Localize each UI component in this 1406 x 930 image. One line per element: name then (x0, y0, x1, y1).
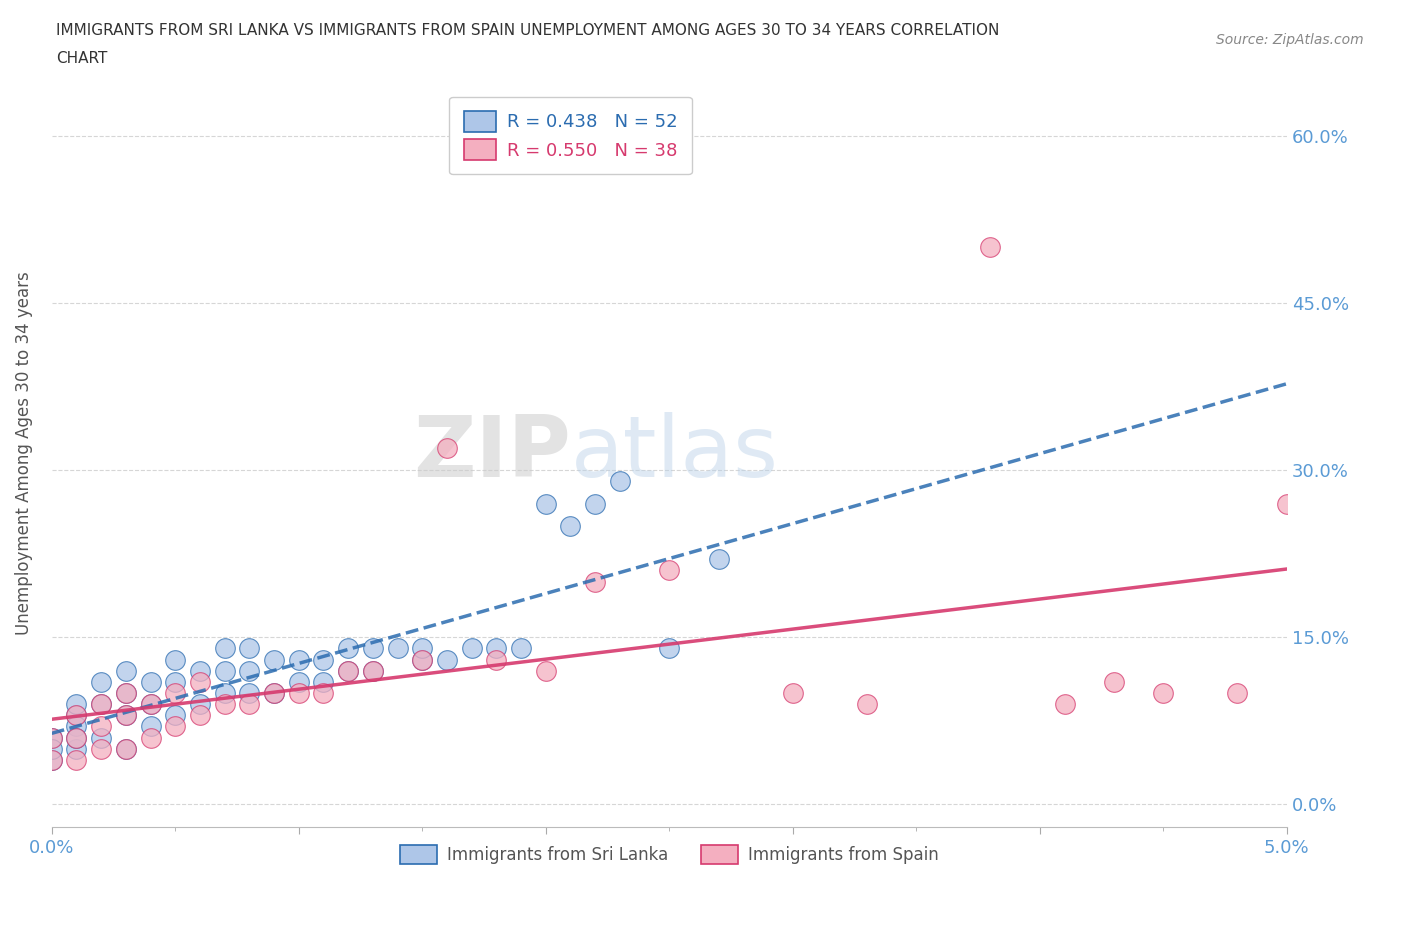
Point (411, 652, 433, 667)
Y-axis label: Unemployment Among Ages 30 to 34 years: Unemployment Among Ages 30 to 34 years (15, 272, 32, 635)
Point (1053, 697, 1076, 711)
Point (65, 730, 87, 745)
Point (90, 697, 112, 711)
Point (139, 697, 162, 711)
Point (41, 741, 63, 756)
Point (782, 685, 804, 700)
Point (90, 719, 112, 734)
Point (436, 652, 458, 667)
Point (287, 674, 309, 689)
Point (238, 697, 260, 711)
Point (485, 652, 508, 667)
Point (139, 719, 162, 734)
Point (165, 685, 187, 700)
Point (139, 697, 162, 711)
Point (90, 697, 112, 711)
Point (337, 663, 360, 678)
Point (1152, 685, 1174, 700)
Point (337, 663, 360, 678)
Point (263, 652, 285, 667)
Point (856, 697, 879, 711)
Point (165, 674, 187, 689)
Text: Source: ZipAtlas.com: Source: ZipAtlas.com (1216, 33, 1364, 46)
Point (361, 641, 384, 656)
Point (287, 685, 309, 700)
Point (41, 752, 63, 767)
Point (115, 741, 138, 756)
Point (460, 641, 482, 656)
Point (41, 730, 63, 745)
Point (165, 719, 187, 734)
Point (560, 518, 582, 533)
Text: IMMIGRANTS FROM SRI LANKA VS IMMIGRANTS FROM SPAIN UNEMPLOYMENT AMONG AGES 30 TO: IMMIGRANTS FROM SRI LANKA VS IMMIGRANTS … (56, 23, 1000, 38)
Point (1102, 674, 1125, 689)
Point (188, 674, 211, 689)
Point (337, 641, 360, 656)
Point (534, 663, 557, 678)
Point (188, 663, 211, 678)
Point (214, 663, 236, 678)
Point (41, 752, 63, 767)
Point (387, 641, 409, 656)
Point (979, 240, 1001, 255)
Point (707, 551, 730, 566)
Text: ZIP: ZIP (413, 412, 571, 495)
Point (90, 674, 112, 689)
Point (658, 563, 681, 578)
Point (41, 730, 63, 745)
Point (115, 708, 138, 723)
Point (312, 652, 335, 667)
Point (139, 674, 162, 689)
Point (658, 641, 681, 656)
Point (411, 652, 433, 667)
Point (90, 730, 112, 745)
Point (214, 641, 236, 656)
Point (583, 574, 606, 589)
Point (214, 697, 236, 711)
Point (115, 663, 138, 678)
Point (165, 652, 187, 667)
Point (115, 685, 138, 700)
Point (238, 641, 260, 656)
Point (65, 752, 87, 767)
Point (188, 697, 211, 711)
Point (65, 697, 87, 711)
Point (65, 708, 87, 723)
Text: atlas: atlas (571, 412, 779, 495)
Point (238, 685, 260, 700)
Point (485, 641, 508, 656)
Point (583, 496, 606, 511)
Point (65, 708, 87, 723)
Text: CHART: CHART (56, 51, 108, 66)
Point (1226, 685, 1249, 700)
Point (263, 685, 285, 700)
Point (65, 719, 87, 734)
Point (361, 663, 384, 678)
Point (214, 685, 236, 700)
Point (115, 741, 138, 756)
Point (238, 663, 260, 678)
Point (65, 741, 87, 756)
Point (263, 685, 285, 700)
Point (312, 685, 335, 700)
Point (287, 652, 309, 667)
Point (139, 730, 162, 745)
Point (165, 708, 187, 723)
Point (188, 708, 211, 723)
Point (361, 663, 384, 678)
Point (609, 473, 631, 488)
Point (65, 730, 87, 745)
Point (411, 641, 433, 656)
Legend: Immigrants from Sri Lanka, Immigrants from Spain: Immigrants from Sri Lanka, Immigrants fr… (394, 838, 945, 870)
Point (510, 641, 533, 656)
Point (436, 441, 458, 456)
Point (534, 496, 557, 511)
Point (312, 674, 335, 689)
Point (1275, 496, 1298, 511)
Point (115, 685, 138, 700)
Point (115, 708, 138, 723)
Point (90, 741, 112, 756)
